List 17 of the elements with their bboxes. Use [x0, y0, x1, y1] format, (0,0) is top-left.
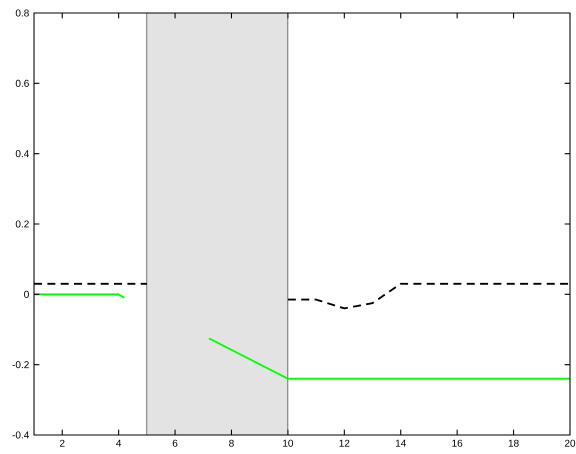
y-tick-label: 0.8 — [16, 9, 29, 17]
x-tick-label: 16 — [452, 440, 462, 447]
y-tick-label: 0.2 — [16, 220, 29, 228]
x-tick-label: 14 — [396, 440, 406, 447]
y-tick-label: -0.2 — [12, 361, 29, 368]
x-tick-label: 12 — [340, 440, 350, 447]
x-tick-label: 18 — [508, 440, 519, 447]
x-tick-label: 10 — [283, 440, 294, 447]
x-tick-label: 2 — [60, 440, 64, 447]
x-tick-label: 20 — [564, 440, 576, 447]
x-tick-label: 8 — [229, 440, 234, 447]
y-tick-label: 0.6 — [16, 80, 29, 87]
y-tick-label: 0.4 — [16, 150, 30, 158]
x-tick-label: 6 — [172, 440, 178, 447]
x-tick-label: 4 — [116, 440, 122, 447]
y-tick-label: -0.4 — [12, 431, 30, 439]
y-tick-label: 0 — [24, 290, 29, 298]
